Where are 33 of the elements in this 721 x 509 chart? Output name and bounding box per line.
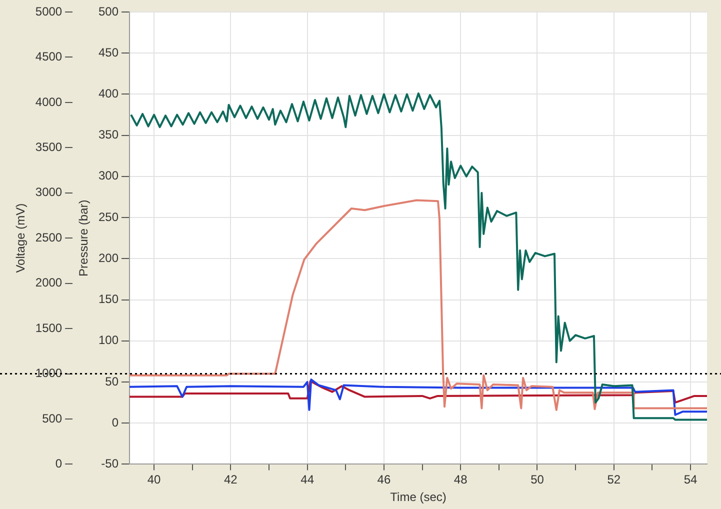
y2-tick-label: 3000 [35, 185, 62, 200]
y2-tick-label: 3500 [35, 140, 62, 154]
x-tick-label: 50 [530, 472, 544, 487]
y-tick-label: 100 [98, 333, 119, 348]
y2-tick-label: 2500 [35, 230, 62, 244]
x-tick-label: 48 [454, 472, 468, 487]
y-tick-label: 400 [98, 86, 119, 101]
y2-tick-label: 0 [55, 456, 62, 471]
y-tick-label: 450 [98, 45, 119, 60]
y-tick-label: 150 [98, 292, 119, 306]
x-tick-label: 40 [147, 472, 162, 487]
y2-tick-label: 4500 [35, 50, 62, 64]
y-tick-label: 50 [105, 374, 119, 388]
y-tick-label: 500 [98, 4, 119, 18]
y2-tick-label: 2000 [35, 276, 62, 290]
y-tick-label: 0 [112, 415, 119, 430]
y-axis-title: Pressure (bar) [76, 200, 91, 276]
y2-tick-label: 1500 [35, 320, 62, 335]
x-tick-label: 46 [377, 472, 391, 487]
y-tick-label: 200 [98, 250, 119, 265]
x-tick-label: 44 [300, 472, 314, 487]
x-tick-label: 42 [224, 472, 238, 487]
y-tick-label: -50 [101, 456, 119, 471]
x-axis-title: Time (sec) [390, 490, 446, 504]
y-tick-label: 350 [98, 128, 119, 142]
y2-tick-label: 4000 [35, 94, 62, 109]
y2-tick-label: 500 [42, 411, 62, 426]
y-tick-label: 300 [98, 168, 119, 183]
x-tick-label: 54 [684, 472, 698, 487]
y2-axis-title: Voltage (mV) [14, 203, 28, 273]
y2-tick-label: 5000 [35, 4, 62, 18]
y-tick-label: 250 [98, 210, 119, 224]
x-tick-label: 52 [607, 472, 621, 487]
